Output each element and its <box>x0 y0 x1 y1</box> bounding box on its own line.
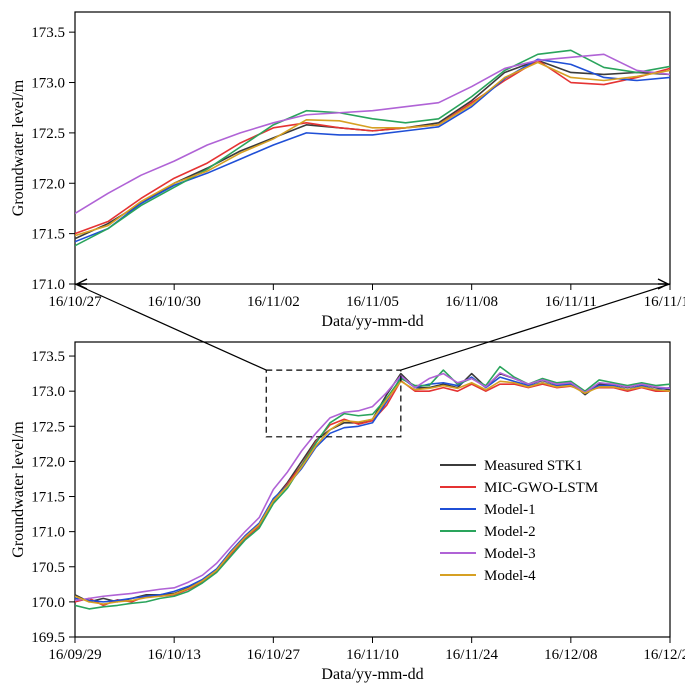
top-panel-xtick-label: 16/11/14 <box>644 294 685 310</box>
zoom-connector-1 <box>401 284 670 370</box>
bottom-panel-ytick-label: 172.5 <box>31 419 65 435</box>
legend-label-m1: Model-1 <box>484 502 536 518</box>
bottom-panel-xtick-label: 16/11/24 <box>445 647 498 663</box>
top-panel-ytick-label: 173.0 <box>31 76 65 92</box>
bottom-panel-ytick-label: 171.0 <box>31 525 65 541</box>
top-panel-ytick-label: 172.5 <box>31 126 65 142</box>
bottom-panel-xtick-label: 16/12/22 <box>643 647 685 663</box>
top-panel-xtick-label: 16/11/02 <box>247 294 300 310</box>
top-panel-xlabel: Data/yy-mm-dd <box>321 313 423 330</box>
bottom-panel-ytick-label: 173.5 <box>31 349 65 365</box>
legend-label-mic: MIC-GWO-LSTM <box>484 480 598 496</box>
bottom-panel-ytick-label: 170.0 <box>31 595 65 611</box>
bottom-panel-ytick-label: 170.5 <box>31 560 65 576</box>
top-panel-series-m4 <box>75 62 670 235</box>
legend-label-measured: Measured STK1 <box>484 458 583 474</box>
top-panel-ytick-label: 173.5 <box>31 25 65 41</box>
bottom-panel-xtick-label: 16/10/27 <box>247 647 301 663</box>
bottom-panel-xtick-label: 16/12/08 <box>544 647 597 663</box>
top-panel-xtick-label: 16/10/30 <box>147 294 200 310</box>
bottom-panel-ytick-label: 171.5 <box>31 490 65 506</box>
top-panel-ytick-label: 171.5 <box>31 227 65 243</box>
bottom-panel-xlabel: Data/yy-mm-dd <box>321 666 423 683</box>
top-panel-ytick-label: 172.0 <box>31 176 65 192</box>
top-panel-xtick-label: 16/11/11 <box>545 294 597 310</box>
bottom-panel-xtick-label: 16/11/10 <box>346 647 399 663</box>
bottom-panel-xtick-label: 16/09/29 <box>48 647 101 663</box>
top-panel-xtick-label: 16/10/27 <box>48 294 102 310</box>
bottom-panel-ytick-label: 173.0 <box>31 384 65 400</box>
legend-label-m3: Model-3 <box>484 546 536 562</box>
top-panel-xtick-label: 16/11/08 <box>445 294 498 310</box>
figure-svg: 171.0 171.5 172.0 172.5 173.0 173.5 16/10/27 16… <box>0 0 685 687</box>
top-panel-ytick-label: 171.0 <box>31 277 65 293</box>
top-panel-series-m2 <box>75 50 670 245</box>
top-panel-xtick-label: 16/11/05 <box>346 294 399 310</box>
top-panel-series-measured <box>75 60 670 238</box>
top-panel-series-mic <box>75 60 670 233</box>
bottom-panel-xtick-label: 16/10/13 <box>147 647 200 663</box>
figure-root: 171.0 171.5 172.0 172.5 173.0 173.5 16/10/27 16… <box>0 0 685 687</box>
top-panel-ylabel: Groundwater level/m <box>10 79 27 216</box>
top-panel-series-m1 <box>75 59 670 241</box>
top-panel-axes-frame <box>75 12 670 284</box>
bottom-panel-ytick-label: 169.5 <box>31 630 65 646</box>
legend-label-m2: Model-2 <box>484 524 536 540</box>
legend-label-m4: Model-4 <box>484 568 536 584</box>
bottom-panel-ylabel: Groundwater level/m <box>10 421 27 558</box>
bottom-panel-ytick-label: 172.0 <box>31 454 65 470</box>
